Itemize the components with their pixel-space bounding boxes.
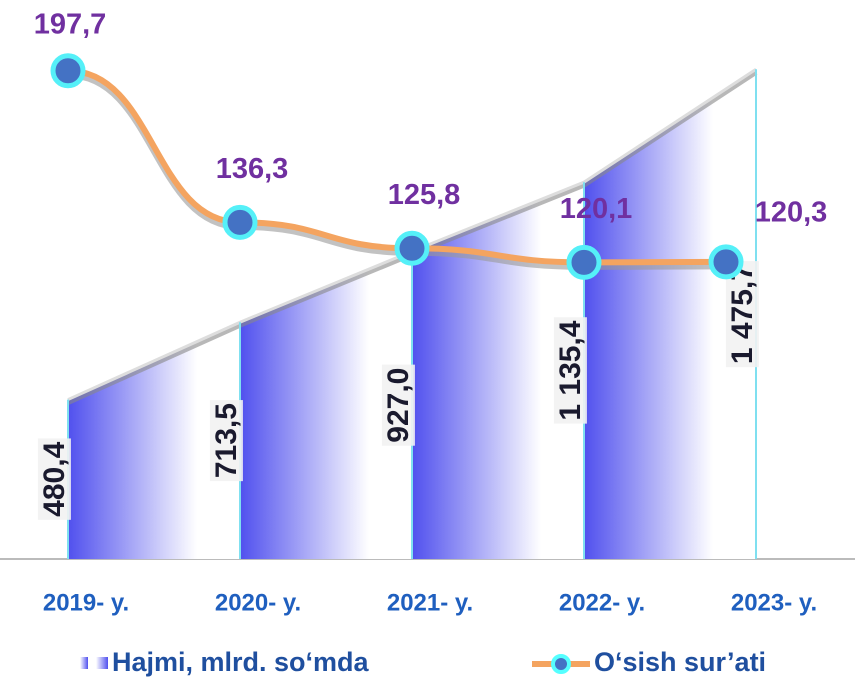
- legend-swatch: [80, 657, 88, 669]
- area-value-text: 1 135,4: [554, 320, 587, 420]
- line-marker: [50, 53, 86, 89]
- line-value-label: 136,3: [216, 153, 289, 185]
- line-marker: [708, 244, 744, 280]
- x-tick-label: 2022- y.: [559, 589, 645, 616]
- line-marker: [394, 230, 430, 266]
- legend-label: O‘sish sur’ati: [594, 647, 766, 677]
- area-value-label: 1 135,4: [553, 317, 587, 424]
- legend: Hajmi, mlrd. so‘mda O‘sish sur’ati: [80, 647, 766, 677]
- area-value-label: 927,0: [381, 364, 415, 446]
- line: [67, 67, 727, 266]
- line-marker: [222, 204, 258, 240]
- line-marker: [566, 244, 602, 280]
- area-value-label: 480,4: [37, 438, 71, 520]
- line-value-label: 125,8: [388, 179, 461, 211]
- label-box: [381, 364, 415, 446]
- x-tick-label: 2023- y.: [731, 589, 817, 616]
- area-value-label: 713,5: [209, 400, 243, 482]
- area-value-text: 1 475,7: [726, 264, 759, 364]
- line-value-label: 197,7: [34, 8, 107, 40]
- x-tick-label: 2019- y.: [43, 589, 129, 616]
- area-value-label: 1 475,7: [725, 261, 759, 368]
- line-value-label: 120,3: [755, 197, 828, 229]
- label-box: [209, 400, 243, 482]
- label-box: [553, 317, 587, 424]
- line-value-label: 120,1: [560, 193, 633, 225]
- legend-swatch: [96, 657, 108, 669]
- label-box: [37, 438, 71, 520]
- legend-label: Hajmi, mlrd. so‘mda: [112, 647, 370, 677]
- x-tick-label: 2021- y.: [387, 589, 473, 616]
- area-value-text: 713,5: [210, 403, 243, 478]
- area-value-text: 480,4: [38, 441, 71, 516]
- legend-marker: [551, 654, 571, 674]
- x-tick-label: 2020- y.: [215, 589, 301, 616]
- label-box: [725, 261, 759, 368]
- area-value-text: 927,0: [382, 368, 415, 443]
